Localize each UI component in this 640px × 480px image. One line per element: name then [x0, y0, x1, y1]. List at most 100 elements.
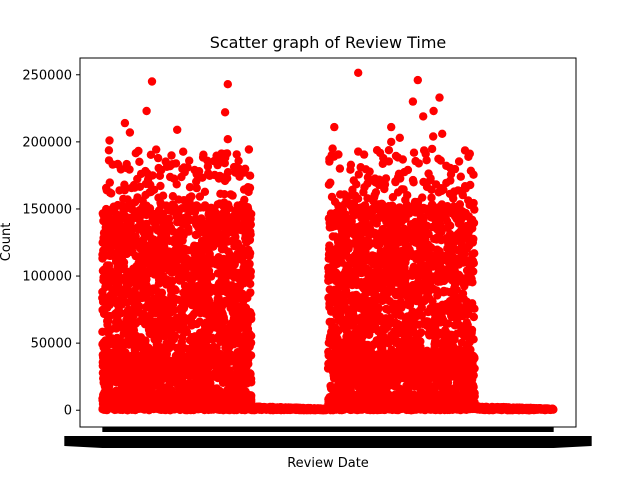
data-point [192, 177, 201, 186]
data-point [106, 291, 115, 300]
data-point [226, 388, 235, 397]
data-point [168, 358, 177, 367]
data-point [175, 353, 184, 362]
data-point [282, 405, 292, 415]
data-point [233, 201, 242, 210]
data-point [228, 223, 237, 232]
data-point [119, 194, 128, 204]
data-point [185, 183, 195, 192]
data-point [99, 228, 109, 238]
data-point [151, 320, 161, 330]
data-point [430, 405, 439, 414]
data-point [104, 317, 113, 326]
data-point [337, 405, 347, 415]
data-point [131, 319, 141, 328]
data-point [194, 351, 203, 360]
data-point [148, 261, 157, 270]
data-point [238, 369, 247, 378]
data-point [154, 262, 163, 271]
data-point [110, 347, 119, 356]
data-point [214, 253, 223, 262]
data-point [244, 245, 253, 255]
data-point [184, 361, 193, 370]
data-point [105, 219, 114, 229]
data-point [123, 214, 132, 223]
data-point [190, 165, 199, 175]
data-point [212, 215, 221, 224]
data-point [186, 313, 195, 322]
data-point [141, 380, 151, 390]
data-point [194, 404, 204, 414]
data-point [225, 377, 234, 386]
data-point [114, 231, 124, 241]
data-point [384, 396, 393, 405]
data-point [174, 389, 183, 398]
data-point [252, 405, 261, 414]
data-point [134, 275, 143, 284]
data-point [115, 213, 124, 222]
data-point [221, 153, 230, 162]
data-point [244, 359, 253, 369]
data-point [156, 166, 165, 175]
data-point [212, 151, 221, 160]
data-point [129, 389, 138, 399]
data-point [176, 400, 185, 410]
data-point [162, 229, 171, 239]
data-point [138, 252, 147, 261]
data-point [273, 405, 282, 414]
data-point [216, 353, 225, 363]
data-point [145, 368, 154, 377]
data-point [207, 272, 216, 281]
data-point [113, 247, 122, 257]
data-point [197, 214, 206, 223]
data-point [174, 233, 183, 242]
data-point [314, 405, 324, 414]
data-point [198, 153, 208, 162]
data-point [183, 399, 192, 409]
data-point [354, 389, 363, 399]
data-point [220, 261, 229, 270]
data-point [154, 404, 163, 413]
data-point [243, 275, 253, 285]
data-point [207, 384, 216, 393]
data-point [218, 209, 227, 219]
data-point [234, 401, 243, 410]
data-point [421, 396, 430, 405]
data-point [160, 216, 169, 226]
data-point [107, 248, 116, 257]
data-point [205, 285, 214, 295]
data-point [167, 404, 176, 413]
data-point [135, 157, 144, 166]
data-point [113, 160, 123, 169]
data-point [229, 340, 238, 349]
data-point [183, 354, 193, 364]
data-point [216, 189, 225, 198]
data-point [109, 202, 118, 211]
data-point [167, 291, 176, 300]
data-point [423, 404, 433, 414]
data-point [223, 405, 232, 414]
data-point [125, 236, 134, 245]
data-point [156, 181, 165, 191]
data-point [241, 303, 251, 312]
data-point [131, 297, 140, 306]
data-point [180, 168, 189, 177]
data-point [121, 328, 130, 337]
data-point [203, 293, 212, 303]
data-point [180, 389, 189, 399]
data-point [204, 169, 213, 178]
data-point [234, 156, 243, 165]
data-point [242, 389, 251, 398]
data-point [197, 276, 206, 285]
data-point [164, 250, 174, 260]
data-point [220, 176, 230, 186]
data-point [131, 351, 141, 360]
data-point [160, 389, 170, 399]
data-point [191, 230, 200, 240]
data-point [235, 280, 245, 290]
data-point [162, 304, 172, 313]
data-point [129, 311, 138, 320]
data-point [156, 198, 165, 207]
data-point [149, 235, 159, 244]
data-point [333, 397, 342, 406]
